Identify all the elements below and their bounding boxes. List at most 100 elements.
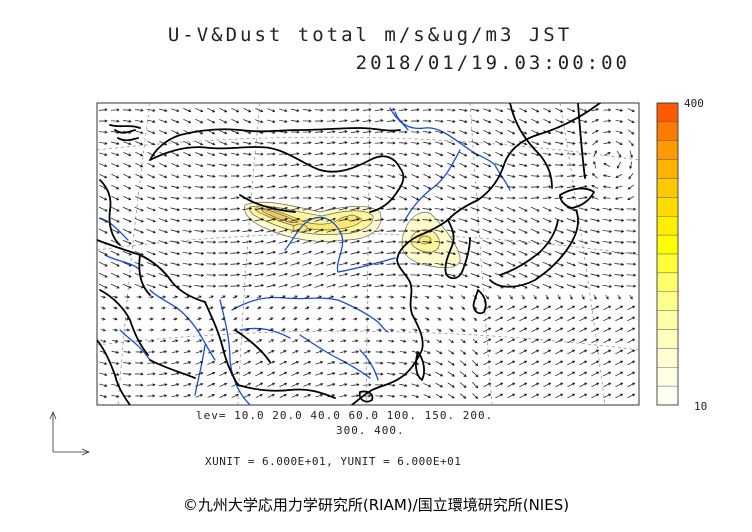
wind-arrow [206,185,216,189]
wind-arrow [135,361,144,365]
wind-arrow [134,239,144,245]
wind-arrow [218,284,229,288]
wind-arrow [627,371,636,377]
wind-arrow [531,338,540,344]
wind-arrow [278,272,289,277]
wind-arrow [231,350,239,354]
wind-arrow [291,350,299,354]
wind-arrow [615,130,624,134]
wind-arrow [446,262,457,267]
wind-arrow [376,339,383,343]
wind-arrow [542,206,552,212]
wind-arrow [542,185,552,189]
wind-arrow [326,272,336,277]
wind-arrow [218,207,229,211]
wind-arrow [434,218,445,222]
wind-arrow [233,317,238,321]
wind-arrow [292,339,299,343]
wind-arrow [506,228,516,234]
wind-arrow [290,119,300,123]
wind-arrow [495,360,504,366]
wind-arrow [507,118,516,124]
wind-arrow [495,338,504,344]
wind-arrow [614,273,625,277]
wind-arrow [591,184,599,190]
wind-arrow [422,207,433,211]
wind-arrow [458,108,468,112]
wind-arrow [122,217,132,223]
wind-arrow [351,163,360,167]
wind-arrow [628,172,634,180]
wind-arrow [578,207,588,212]
wind-arrow [411,152,420,156]
wind-arrow [482,283,492,289]
wind-arrow [314,174,324,178]
wind-arrow [458,240,468,245]
wind-arrow [328,306,334,310]
wind-arrow [303,371,312,376]
wind-arrow [183,394,192,398]
wind-arrow [615,327,624,333]
wind-arrow [111,141,120,145]
wind-arrow [399,372,408,376]
wind-arrow [314,239,324,244]
wind-arrow [340,317,346,321]
wind-arrow [172,295,179,299]
wind-arrow [482,272,492,278]
wind-arrow [363,350,372,354]
wind-arrow [195,360,204,365]
wind-arrow [543,152,552,156]
wind-arrow [506,185,516,189]
wind-arrow [578,196,588,200]
wind-arrow [206,174,216,178]
wind-arrow [350,152,360,156]
wind-arrow [567,305,576,311]
wind-arrow [629,294,633,300]
wind-arrow [543,338,552,344]
wind-arrow [435,196,444,201]
wind-arrow [471,140,480,146]
wind-arrow [124,295,131,299]
wind-arrow [376,328,383,332]
wind-arrow [314,108,324,112]
wind-arrow [243,141,252,145]
wind-arrow [111,152,120,157]
colorbar-cell [656,291,679,311]
wind-arrow [242,273,253,277]
wind-arrow [112,317,118,321]
wind-arrow [219,382,228,387]
copyright-credit: ©九州大学応用力学研究所(RIAM)/国立環境研究所(NIES) [182,496,570,514]
wind-arrow [243,393,251,398]
wind-arrow [461,306,466,310]
wind-arrow [339,383,348,387]
wind-arrow [545,294,549,300]
wind-arrow [494,283,504,289]
wind-arrow [614,240,625,244]
wind-arrow [495,316,504,322]
wind-arrow [519,152,528,157]
wind-arrow [374,218,385,222]
wind-arrow [518,250,528,256]
colorbar-cell [656,178,679,198]
wind-arrow [340,328,347,332]
wind-arrow [590,273,601,278]
wind-arrow [362,141,372,145]
wind-arrow [339,361,348,365]
wind-arrow [159,185,168,190]
wind-arrow [233,306,238,310]
wind-arrow [110,206,120,212]
wind-arrow [135,119,144,123]
wind-arrow [521,294,525,300]
wind-arrow [615,119,624,123]
wind-arrow [242,284,253,288]
wind-arrow [302,228,313,233]
wind-arrow [267,393,275,398]
wind-arrow [184,328,190,332]
wind-arrow [423,372,432,377]
wind-arrow [206,251,217,255]
wind-arrow [579,338,588,344]
wind-arrow [220,306,226,310]
wind-arrow [362,262,373,266]
wind-arrow [206,207,217,211]
wind-arrow [398,229,409,233]
